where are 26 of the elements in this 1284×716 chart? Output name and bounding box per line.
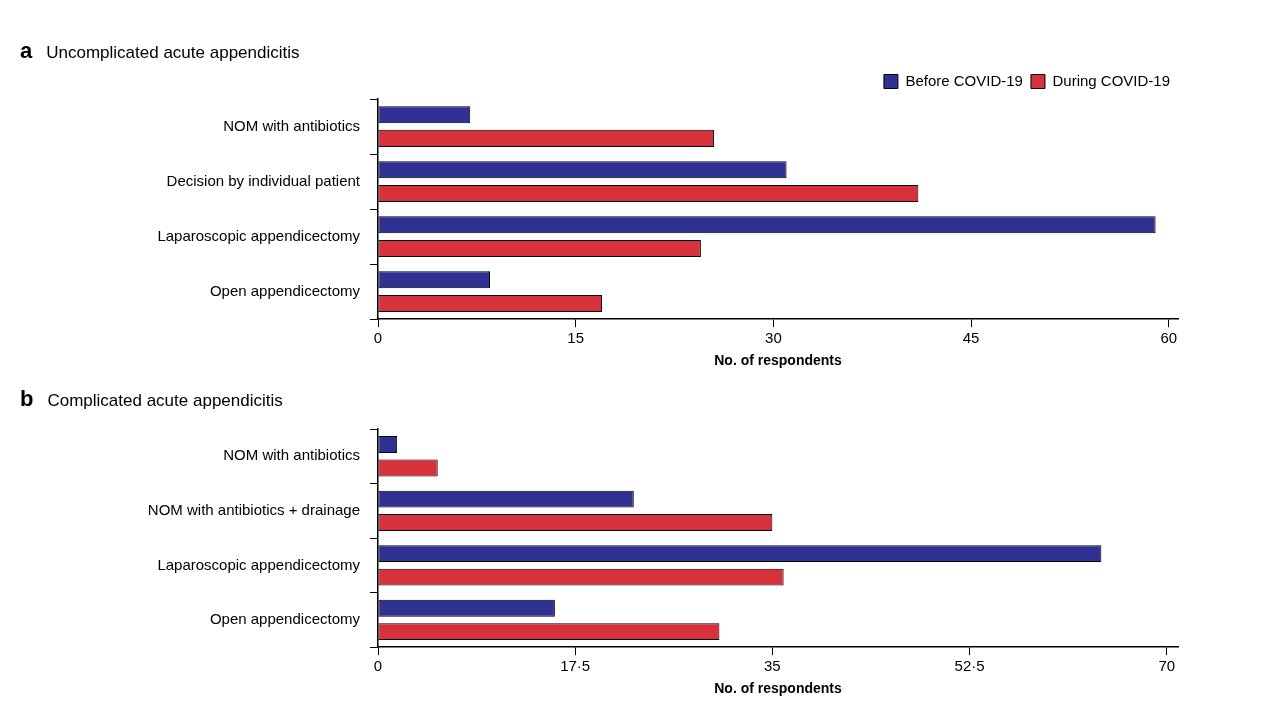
- y-tick-label: NOM with antibiotics: [223, 116, 360, 134]
- y-tick-label: NOM with antibiotics + drainage: [147, 500, 360, 518]
- x-tick-label: 0: [373, 329, 383, 347]
- text: a: [20, 38, 33, 63]
- x-axis-title: No. of respondents: [714, 680, 842, 697]
- x-tick-label: 45: [962, 329, 980, 347]
- y-tick-label: NOM with antibiotics: [223, 446, 360, 464]
- y-tick-label: Laparoscopic appendicectomy: [157, 555, 361, 573]
- legend-label: Before COVID-19: [905, 71, 1023, 89]
- y-tick-label: Open appendicectomy: [209, 610, 361, 628]
- legend-label: During COVID-19: [1052, 71, 1171, 89]
- x-tick-label: 15: [567, 329, 585, 347]
- x-tick-label: 52·5: [954, 657, 985, 675]
- x-tick-label: 70: [1158, 657, 1176, 675]
- x-tick-label: 30: [765, 329, 782, 347]
- x-axis-title: No. of respondents: [714, 352, 842, 369]
- x-tick-label: 60: [1160, 329, 1178, 347]
- text: Complicated acute appendicitis: [47, 391, 283, 410]
- x-tick-label: 35: [764, 657, 781, 675]
- text: b: [20, 386, 34, 411]
- y-tick-label: Open appendicectomy: [209, 281, 361, 299]
- y-tick-label: Decision by individual patient: [166, 171, 361, 189]
- x-tick-label: 17·5: [560, 657, 591, 675]
- text: Uncomplicated acute appendicitis: [46, 43, 300, 62]
- x-tick-label: 0: [373, 657, 383, 675]
- y-tick-label: Laparoscopic appendicectomy: [157, 226, 361, 244]
